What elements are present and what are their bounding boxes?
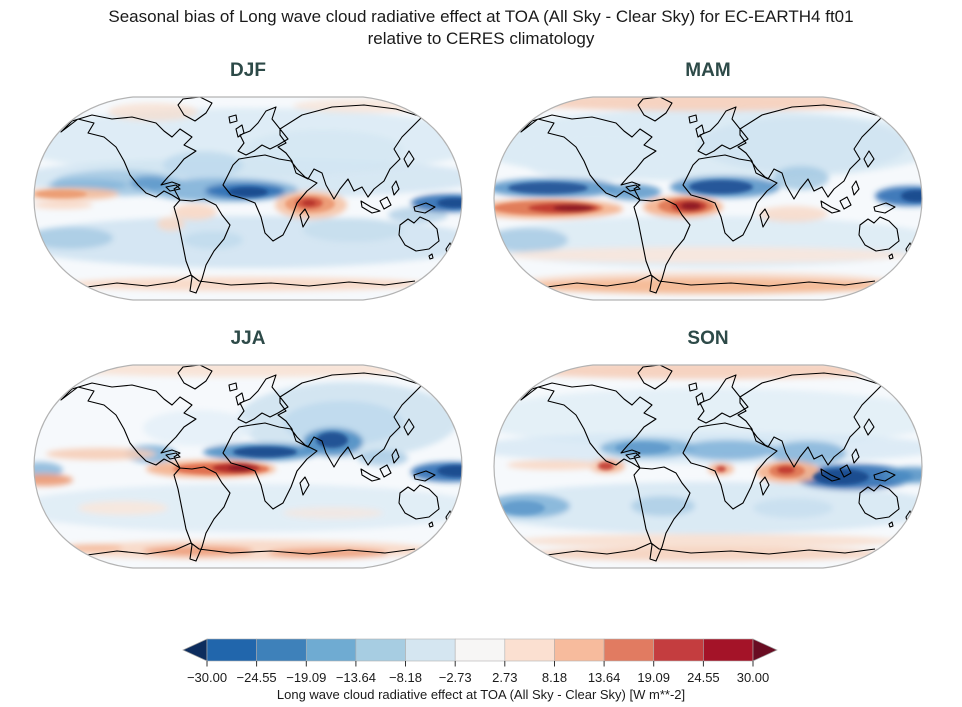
colorbar-tick-label: 19.09 xyxy=(637,670,670,685)
map-jja-field xyxy=(34,365,462,568)
colorbar-tick-label: −19.09 xyxy=(286,670,326,685)
figure-title-line1: Seasonal bias of Long wave cloud radiati… xyxy=(108,7,854,26)
colorbar-segment xyxy=(703,638,754,662)
colorbar-tick-label: 24.55 xyxy=(687,670,720,685)
panel-son: SON xyxy=(493,326,923,575)
map-son xyxy=(493,364,923,569)
figure-title-line2: relative to CERES climatology xyxy=(367,29,595,48)
colorbar: −30.00 −24.55 −19.09 −13.64 −8.18 −2.73 … xyxy=(181,637,781,689)
colorbar-tick-label: −8.18 xyxy=(389,670,422,685)
map-mam-field xyxy=(494,97,922,300)
colorbar-svg: −30.00 −24.55 −19.09 −13.64 −8.18 −2.73 … xyxy=(182,638,778,685)
colorbar-arrow-left xyxy=(182,638,208,662)
colorbar-segment xyxy=(653,638,704,662)
colorbar-segment xyxy=(554,638,605,662)
colorbar-segment xyxy=(405,638,456,662)
colorbar-tick-label: −30.00 xyxy=(187,670,227,685)
colorbar-tick-label: 30.00 xyxy=(737,670,770,685)
colorbar-tick-label: 8.18 xyxy=(542,670,567,685)
colorbar-segment xyxy=(355,638,406,662)
map-son-field xyxy=(494,365,922,568)
map-mam xyxy=(493,96,923,301)
colorbar-segment xyxy=(454,638,506,662)
figure-title: Seasonal bias of Long wave cloud radiati… xyxy=(0,6,962,50)
colorbar-tick-label: −2.73 xyxy=(439,670,472,685)
colorbar-ticks xyxy=(206,661,754,667)
panel-title-jja: JJA xyxy=(230,328,266,349)
panel-title-son: SON xyxy=(687,328,729,349)
colorbar-segment xyxy=(206,638,257,662)
map-jja xyxy=(33,364,463,569)
colorbar-tick-label: −13.64 xyxy=(336,670,376,685)
colorbar-tick-label: 2.73 xyxy=(492,670,517,685)
panel-title-mam: MAM xyxy=(685,60,731,81)
colorbar-segment xyxy=(504,638,555,662)
map-djf-field xyxy=(34,97,462,300)
panel-mam: MAM xyxy=(493,58,923,307)
colorbar-arrow-right xyxy=(752,638,778,662)
map-djf xyxy=(33,96,463,301)
panel-djf: DJF xyxy=(33,58,463,307)
panel-jja: JJA xyxy=(33,326,463,575)
colorbar-label: Long wave cloud radiative effect at TOA … xyxy=(276,687,686,702)
colorbar-tick-label: 13.64 xyxy=(588,670,621,685)
colorbar-segment xyxy=(603,638,655,662)
colorbar-segment xyxy=(305,638,357,662)
colorbar-segment xyxy=(256,638,307,662)
colorbar-tick-label: −24.55 xyxy=(237,670,277,685)
panel-title-djf: DJF xyxy=(230,60,266,81)
